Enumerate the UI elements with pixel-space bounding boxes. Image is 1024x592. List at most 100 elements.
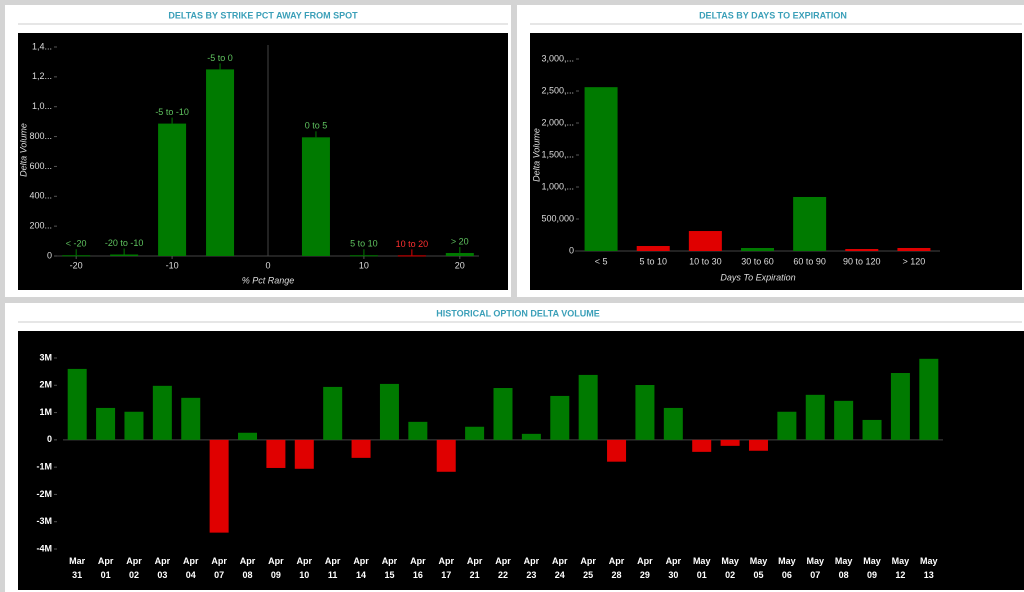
x-tick-label: Apr 16 (410, 556, 426, 580)
bar (845, 249, 879, 251)
x-tick-label-line: Apr (410, 556, 426, 566)
x-tick-label-line: 09 (271, 570, 281, 580)
y-tick-label: 0 (569, 245, 574, 255)
x-tick-label: May 01 (693, 556, 711, 580)
bar (862, 419, 882, 440)
x-tick-label-line: 24 (555, 570, 565, 580)
x-axis-label: % Pct Range (242, 275, 295, 285)
x-tick-label-line: Apr (637, 556, 653, 566)
x-tick-label-line: 22 (498, 570, 508, 580)
bar (110, 254, 139, 256)
bar (465, 426, 485, 440)
x-tick-label: May 06 (778, 556, 796, 580)
x-tick-label-line: 06 (782, 570, 792, 580)
y-tick-label: 800... (29, 131, 52, 141)
x-tick-label-line: Apr (240, 556, 256, 566)
data-label: > 20 (451, 236, 469, 246)
y-tick-label: -2M (37, 489, 53, 499)
x-tick-label-line: May (807, 556, 825, 566)
x-tick-label-line: 07 (810, 570, 820, 580)
x-tick-label-line: 29 (640, 570, 650, 580)
x-tick-label-line: Apr (382, 556, 398, 566)
x-tick-label: May 12 (892, 556, 910, 580)
bar (521, 433, 541, 440)
y-tick-label: 200... (29, 221, 52, 231)
bar (897, 247, 931, 251)
x-tick-label-line: May (778, 556, 796, 566)
x-tick-label: Apr 22 (495, 556, 511, 580)
x-tick-label: 30 to 60 (741, 256, 774, 266)
x-tick-label-line: 16 (413, 570, 423, 580)
x-tick-label-line: 09 (867, 570, 877, 580)
bar (793, 196, 827, 251)
bar (181, 397, 201, 440)
x-tick-label: 60 to 90 (793, 256, 826, 266)
bar (96, 407, 116, 440)
y-tick-label: 1M (39, 407, 52, 417)
bar (834, 400, 854, 440)
x-tick-label-line: 07 (214, 570, 224, 580)
x-tick-label-line: Apr (268, 556, 284, 566)
x-tick-label-line: Apr (126, 556, 142, 566)
bar (720, 439, 740, 446)
y-tick-label: 3M (39, 352, 52, 362)
bar (266, 439, 286, 468)
x-tick-label-line: 02 (129, 570, 139, 580)
x-tick-label-line: Apr (524, 556, 540, 566)
x-tick-label-line: Apr (353, 556, 369, 566)
x-tick-label-line: 12 (895, 570, 905, 580)
data-label: < -20 (66, 239, 87, 249)
x-tick-label: May 13 (920, 556, 938, 580)
bar (124, 411, 144, 440)
x-tick-label-line: May (920, 556, 938, 566)
x-tick-label-line: 05 (753, 570, 763, 580)
x-tick-label: May 07 (807, 556, 825, 580)
bar (351, 439, 371, 458)
y-tick-label: 2,500,... (541, 85, 574, 95)
bar (635, 385, 655, 440)
y-tick-label: 2,000,... (541, 117, 574, 127)
x-tick-label-line: Apr (98, 556, 114, 566)
bar (206, 69, 235, 257)
y-tick-label: -1M (37, 462, 53, 472)
bar (238, 432, 258, 440)
bar (397, 255, 426, 257)
data-label: 5 to 10 (350, 239, 378, 249)
bar (919, 358, 939, 440)
x-tick-label-line: 11 (328, 570, 338, 580)
y-tick-label: 0 (47, 434, 52, 444)
bar (323, 386, 343, 440)
plot-area (18, 33, 508, 290)
x-tick-label: Apr 09 (268, 556, 284, 580)
bar (777, 411, 797, 440)
bar (158, 123, 187, 256)
bar (748, 439, 768, 451)
x-tick-label: Apr 30 (666, 556, 682, 580)
x-tick-label: < 5 (595, 256, 608, 266)
x-tick-label: Apr 28 (609, 556, 625, 580)
x-tick-label-line: 01 (697, 570, 707, 580)
x-tick-label: Apr 07 (211, 556, 227, 580)
x-tick-label: Apr 23 (524, 556, 540, 580)
bar (349, 255, 378, 257)
x-tick-label: May 09 (863, 556, 881, 580)
x-tick-label: > 120 (903, 256, 926, 266)
x-tick-label: 10 (359, 260, 369, 270)
y-tick-label: 1,0... (32, 101, 52, 111)
y-tick-label: 400... (29, 191, 52, 201)
x-tick-label-line: Apr (297, 556, 313, 566)
x-tick-label: Mar 31 (69, 556, 86, 580)
x-tick-label: Apr 21 (467, 556, 483, 580)
x-tick-label-line: Apr (467, 556, 483, 566)
bar (379, 383, 399, 440)
bar (578, 374, 598, 440)
x-tick-label: May 02 (721, 556, 739, 580)
x-tick-label-line: Apr (609, 556, 625, 566)
x-tick-label: Apr 01 (98, 556, 114, 580)
y-tick-label: 500,000 (541, 213, 574, 223)
x-tick-label: Apr 15 (382, 556, 398, 580)
y-axis-label: Delta Volume (531, 128, 541, 182)
data-label: 10 to 20 (396, 239, 429, 249)
y-tick-label: 2M (39, 380, 52, 390)
